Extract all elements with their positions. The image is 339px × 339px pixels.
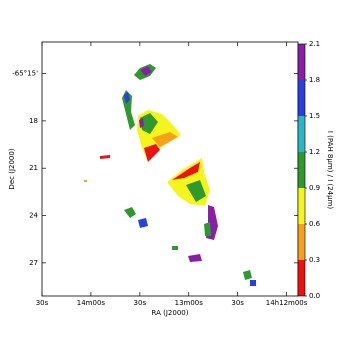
y-axis-label: Dec (J2000) [8,148,16,189]
x-tick-label: 30s [134,299,147,307]
colorbar-tick-label: 1.2 [309,148,320,156]
colorbar-segment [298,152,305,188]
y-tick-label: -65°15' [12,70,38,78]
colorbar-tick-label: 0.9 [309,184,320,192]
x-tick-label: 14m00s [77,299,106,307]
colorbar-tick-label: 1.5 [309,112,320,120]
y-tick-label: 21 [29,164,38,172]
y-tick-label: 18 [29,117,38,125]
colorbar-segment [298,260,305,296]
colorbar-tick-label: 0.6 [309,220,321,228]
colorbar-frame [297,43,306,297]
plot-frame [41,41,299,297]
x-tick-label: 30s [231,299,244,307]
colorbar-tick-label: 0.3 [309,256,320,264]
colorbar-tick-label: 2.1 [309,40,320,48]
emission-map [84,64,256,286]
colorbar-segment [298,80,305,116]
colorbar-segment [298,188,305,224]
x-tick-label: 13m00s [175,299,204,307]
x-tick-label: 30s [36,299,49,307]
colorbar-segment [298,224,305,260]
x-axis-label: RA (J2000) [152,309,189,317]
x-tick-label: 14h12m00s [266,299,308,307]
colorbar-tick-label: 0.0 [309,292,320,300]
colorbar-segment [298,44,305,80]
y-tick-label: 27 [29,259,38,267]
colorbar-label: I (PAH 8μm) / I (24μm) [326,131,334,210]
colorbar-segment [298,116,305,152]
y-tick-label: 24 [29,212,38,220]
colorbar-tick-label: 1.8 [309,76,320,84]
